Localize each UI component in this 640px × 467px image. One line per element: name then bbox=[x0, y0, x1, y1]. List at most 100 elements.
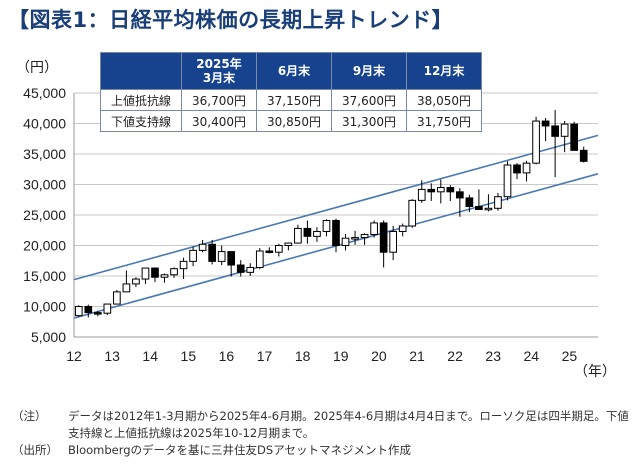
y-axis-unit-label: （円） bbox=[16, 59, 58, 75]
candle-body-up bbox=[275, 245, 283, 253]
x-tick-label: 15 bbox=[181, 348, 197, 364]
candle-body-down bbox=[84, 306, 93, 314]
table-cell: 31,750円 bbox=[406, 110, 482, 132]
footnotes: （注） データは2012年1-3月期から2025年4-6月期。2025年4-6月… bbox=[12, 408, 636, 459]
candle-body-up bbox=[198, 243, 207, 251]
candle-body-up bbox=[341, 237, 350, 246]
candle-body-down bbox=[541, 120, 550, 127]
x-tick-label: 25 bbox=[562, 348, 578, 364]
candle-body-up bbox=[284, 242, 293, 246]
candle-body-down bbox=[379, 222, 388, 253]
candle-body-up bbox=[179, 260, 188, 270]
candle-body-down bbox=[303, 227, 312, 237]
note-tag: （注） bbox=[12, 409, 47, 423]
y-tick-label: 30,000 bbox=[23, 177, 66, 193]
y-tick-label: 15,000 bbox=[23, 268, 66, 284]
candle-body-down bbox=[227, 251, 236, 266]
candle-body-up bbox=[103, 303, 112, 314]
table-cell: 30,400円 bbox=[181, 110, 257, 132]
candle-body-up bbox=[313, 230, 321, 237]
candle-body-up bbox=[255, 250, 264, 268]
y-tick-label: 40,000 bbox=[23, 116, 66, 132]
table-cell: 37,150円 bbox=[256, 89, 332, 111]
candle-body-down bbox=[265, 250, 274, 253]
table-header-cell: 12月末 bbox=[406, 52, 482, 90]
candle-body-up bbox=[294, 227, 302, 244]
x-tick-label: 24 bbox=[524, 348, 540, 364]
candle-body-up bbox=[351, 237, 359, 240]
candle-body-down bbox=[151, 267, 159, 278]
table-cell: 31,300円 bbox=[331, 110, 407, 132]
candle-body-up bbox=[560, 123, 569, 137]
candle-body-up bbox=[370, 222, 378, 236]
candle-body-down bbox=[570, 123, 579, 151]
y-tick-label: 25,000 bbox=[23, 207, 66, 223]
candle-body-up bbox=[322, 219, 331, 232]
candle-body-up bbox=[494, 196, 502, 209]
table-header-row: 2025年 3月末 6月末 9月末 12月末 bbox=[100, 52, 482, 90]
candle-body-down bbox=[93, 312, 102, 315]
candle-body-up bbox=[132, 278, 140, 285]
candle-body-down bbox=[465, 197, 474, 207]
note-row: （注） データは2012年1-3月期から2025年4-6月期。2025年4-6月… bbox=[12, 408, 636, 442]
candle-body-up bbox=[113, 291, 121, 305]
candle-body-down bbox=[208, 243, 216, 262]
x-tick-label: 18 bbox=[295, 348, 311, 364]
x-axis-unit-label: （年） bbox=[574, 363, 616, 379]
candle-body-down bbox=[332, 219, 340, 247]
source-row: （出所） Bloombergのデータを基に三井住友DSアセットマネジメント作成 bbox=[12, 442, 636, 459]
table-cell: 38,050円 bbox=[406, 89, 482, 111]
y-tick-label: 20,000 bbox=[23, 238, 66, 254]
candle-body-down bbox=[551, 125, 559, 137]
x-tick-label: 12 bbox=[66, 348, 82, 364]
candle-body-up bbox=[398, 225, 407, 232]
candle-body-down bbox=[579, 149, 588, 162]
candle-body-down bbox=[446, 187, 455, 193]
note-text: データは2012年1-3月期から2025年4-6月期。2025年4-6月期は4月… bbox=[68, 409, 629, 440]
candle-body-up bbox=[389, 230, 397, 253]
y-tick-label: 10,000 bbox=[23, 299, 66, 315]
candle-body-up bbox=[484, 207, 493, 211]
x-tick-label: 13 bbox=[104, 348, 120, 364]
candle-body-down bbox=[427, 188, 436, 193]
candle-body-down bbox=[236, 264, 245, 273]
candle-body-up bbox=[189, 249, 197, 262]
x-tick-label: 23 bbox=[485, 348, 501, 364]
x-tick-label: 19 bbox=[333, 348, 349, 364]
table-cell: 37,600円 bbox=[331, 89, 407, 111]
table-header-corner bbox=[100, 52, 182, 90]
resistance-trendline bbox=[73, 134, 599, 281]
table-row-resistance: 上値抵抗線 36,700円 37,150円 37,600円 38,050円 bbox=[100, 89, 482, 111]
table-header-cell: 6月末 bbox=[256, 52, 332, 90]
y-tick-label: 5,000 bbox=[31, 329, 66, 345]
candle-body-up bbox=[170, 268, 178, 276]
table-row-support: 下値支持線 30,400円 30,850円 31,300円 31,750円 bbox=[100, 110, 482, 132]
x-tick-label: 20 bbox=[371, 348, 387, 364]
candle-body-up bbox=[141, 267, 150, 280]
candle-body-up bbox=[408, 199, 417, 227]
candle-body-down bbox=[475, 205, 483, 211]
y-tick-label: 45,000 bbox=[23, 85, 66, 101]
trend-line-table: 2025年 3月末 6月末 9月末 12月末 上値抵抗線 36,700円 37,… bbox=[100, 52, 482, 132]
candle-body-up bbox=[360, 234, 369, 239]
y-tick-label: 35,000 bbox=[23, 146, 66, 162]
source-text: Bloombergのデータを基に三井住友DSアセットマネジメント作成 bbox=[68, 443, 411, 457]
candle-body-down bbox=[456, 191, 464, 199]
candle-body-up bbox=[532, 120, 540, 164]
candle-body-up bbox=[503, 164, 512, 198]
table-row-label: 上値抵抗線 bbox=[100, 89, 182, 111]
candle-body-up bbox=[417, 188, 426, 201]
x-tick-label: 16 bbox=[219, 348, 235, 364]
candle-body-down bbox=[513, 164, 521, 174]
candle-body-up bbox=[122, 283, 131, 293]
x-tick-label: 22 bbox=[447, 348, 463, 364]
source-tag: （出所） bbox=[12, 443, 58, 457]
table-cell: 36,700円 bbox=[181, 89, 257, 111]
table-cell: 30,850円 bbox=[256, 110, 332, 132]
candle-body-up bbox=[246, 266, 255, 273]
candle-body-up bbox=[74, 306, 83, 317]
chart-title: 【図表1：日経平均株価の長期上昇トレンド】 bbox=[8, 8, 454, 32]
candle-body-up bbox=[522, 162, 531, 174]
table-header-cell: 9月末 bbox=[331, 52, 407, 90]
x-tick-label: 17 bbox=[257, 348, 273, 364]
